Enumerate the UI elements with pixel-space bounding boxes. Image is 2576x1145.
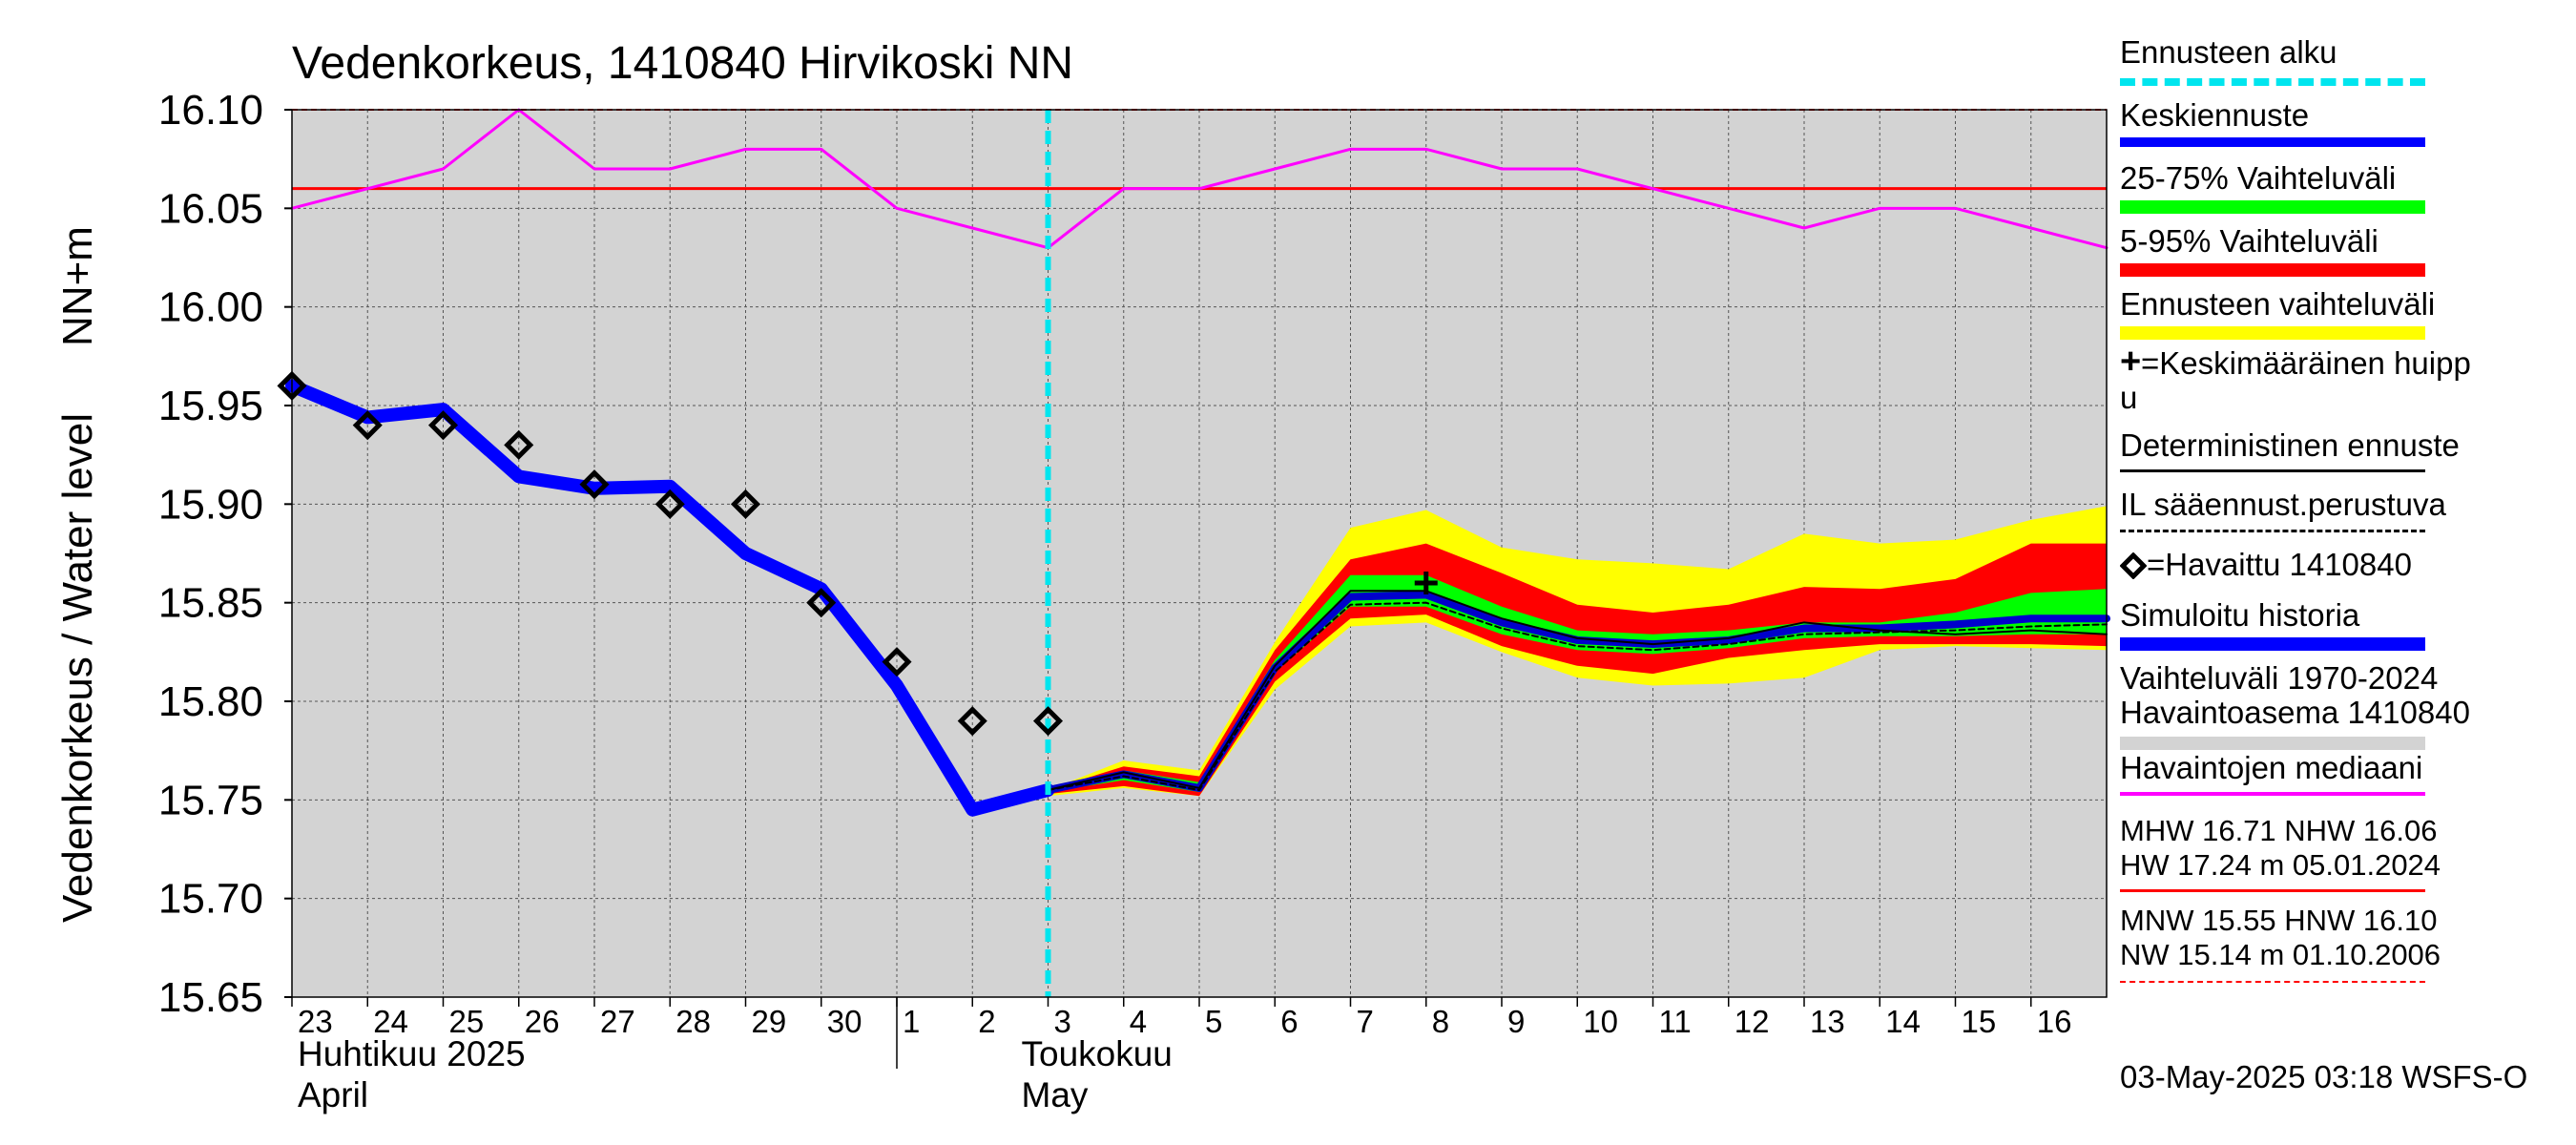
legend-hist-range-label: Vaihteluväli 1970-2024: [2120, 660, 2439, 696]
y-axis-label: Vedenkorkeus / Water level: [54, 413, 101, 923]
chart-title: Vedenkorkeus, 1410840 Hirvikoski NN: [292, 38, 1073, 89]
x-tick-label: 24: [373, 1004, 408, 1039]
legend-p5-95-label: 5-95% Vaihteluväli: [2120, 223, 2379, 259]
y-tick-label: 15.95: [158, 383, 263, 429]
legend-hist-range-swatch: [2120, 737, 2425, 750]
x-month-label-fi: Toukokuu: [1022, 1034, 1173, 1073]
observed-point: [1032, 706, 1064, 737]
x-tick-label: 11: [1659, 1004, 1692, 1039]
plot-area: [277, 108, 2110, 998]
legend-hist-station-label: Havaintoasema 1410840: [2120, 695, 2470, 730]
legend-deterministic-label: Deterministinen ennuste: [2120, 427, 2460, 463]
x-tick-label: 27: [600, 1004, 635, 1039]
x-ticks: 23 24 25 26 27 28 29 30 1 2 3 4 5 6 7 8 9 10 11 12 13 14 15 16H…: [291, 997, 2072, 1114]
observed-point: [957, 706, 987, 737]
x-tick-label: 28: [675, 1004, 711, 1039]
simulated-history-line: [285, 379, 1055, 817]
legend-stats-low-swatch: [2120, 981, 2425, 983]
legend-peak-label-cont: u: [2120, 380, 2138, 415]
y-tick-label: 16.10: [158, 87, 263, 134]
observed-point: [352, 410, 383, 441]
x-tick-label: 8: [1432, 1004, 1449, 1039]
x-tick-label: 23: [298, 1004, 333, 1039]
diamond-icon: [2120, 552, 2147, 579]
x-tick-label: 9: [1507, 1004, 1525, 1039]
legend-stats-high-line1: MHW 16.71 NHW 16.06: [2120, 814, 2438, 847]
x-tick-label: 26: [525, 1004, 560, 1039]
legend-forecast-start-swatch: [2120, 78, 2425, 86]
plus-icon: +: [2120, 342, 2142, 382]
legend-simulated-label: Simuloitu historia: [2120, 597, 2360, 633]
deterministic-line: [1047, 590, 2108, 791]
x-month-label-en: May: [1022, 1075, 1089, 1114]
legend-forecast-start-label: Ennusteen alku: [2120, 34, 2337, 70]
x-tick-label: 15: [1962, 1004, 1997, 1039]
legend-stats-low-line1: MNW 15.55 HNW 16.10: [2120, 904, 2438, 937]
x-tick-label: 7: [1357, 1004, 1374, 1039]
observed-point: [654, 489, 685, 519]
x-tick-label: 14: [1885, 1004, 1921, 1039]
y-tick-label: 16.05: [158, 185, 263, 232]
legend-p5-95-swatch: [2120, 263, 2425, 277]
y-ticks: 16.10 16.05 16.00 15.95 15.90 15.85 15.80 15.75…: [158, 87, 292, 1021]
x-tick-label: 25: [449, 1004, 485, 1039]
x-tick-label: 16: [2037, 1004, 2072, 1039]
legend-median-swatch: [2120, 792, 2425, 796]
legend-stats-high-line2: HW 17.24 m 05.01.2024: [2120, 848, 2441, 882]
legend-il-swatch: [2120, 530, 2425, 532]
x-tick-label: 30: [827, 1004, 862, 1039]
observed-point: [806, 588, 837, 618]
legend-peak-label: =Keskimääräinen huipp: [2141, 345, 2471, 381]
y-tick-label: 16.00: [158, 284, 263, 331]
peak-marker: [1414, 572, 1438, 594]
legend-observed-label: =Havaittu 1410840: [2147, 547, 2412, 582]
legend-median-label: Havaintojen mediaani: [2120, 750, 2423, 785]
legend-p25-75-swatch: [2120, 200, 2425, 214]
x-tick-label: 5: [1205, 1004, 1222, 1039]
x-tick-label: 10: [1583, 1004, 1618, 1039]
x-tick-label: 13: [1810, 1004, 1845, 1039]
legend-mean-label: Keskiennuste: [2120, 97, 2310, 133]
observed-point: [730, 489, 761, 519]
legend-deterministic-swatch: [2120, 469, 2425, 472]
il-forecast-line: [1047, 601, 2108, 791]
x-tick-label: 4: [1130, 1004, 1147, 1039]
band-5-95: [1048, 543, 2107, 797]
x-tick-label: 12: [1735, 1004, 1770, 1039]
x-tick-label: 6: [1280, 1004, 1298, 1039]
x-tick-label: 1: [903, 1004, 920, 1039]
legend-simulated-swatch: [2120, 637, 2425, 651]
x-tick-label: 29: [752, 1004, 787, 1039]
y-tick-label: 15.85: [158, 580, 263, 627]
legend-mean-swatch: [2120, 137, 2425, 147]
y-tick-label: 15.75: [158, 777, 263, 823]
y-tick-label: 15.90: [158, 481, 263, 528]
legend-stats-low-line2: NW 15.14 m 01.10.2006: [2120, 938, 2441, 971]
x-month-label-en: April: [298, 1075, 368, 1114]
y-axis-unit: NN+m: [54, 226, 101, 346]
legend-il-label: IL sääennust.perustuva: [2120, 487, 2446, 522]
legend-forecast-range-label: Ennusteen vaihteluväli: [2120, 286, 2436, 322]
footer-timestamp: 03-May-2025 03:18 WSFS-O: [2120, 1059, 2528, 1094]
y-tick-label: 15.65: [158, 974, 263, 1021]
observed-point: [427, 410, 459, 441]
y-tick-label: 15.80: [158, 678, 263, 725]
observed-point: [882, 647, 912, 677]
median-line: [290, 108, 2109, 250]
legend-p25-75-label: 25-75% Vaihteluväli: [2120, 160, 2397, 196]
x-month-label-fi: Huhtikuu 2025: [298, 1034, 526, 1073]
x-tick-label: 3: [1054, 1004, 1071, 1039]
y-tick-label: 15.70: [158, 876, 263, 923]
observed-point: [579, 469, 610, 500]
legend-forecast-range-swatch: [2120, 326, 2425, 340]
observed-point: [504, 429, 534, 460]
legend-stats-high-swatch: [2120, 889, 2425, 892]
x-tick-label: 2: [978, 1004, 995, 1039]
